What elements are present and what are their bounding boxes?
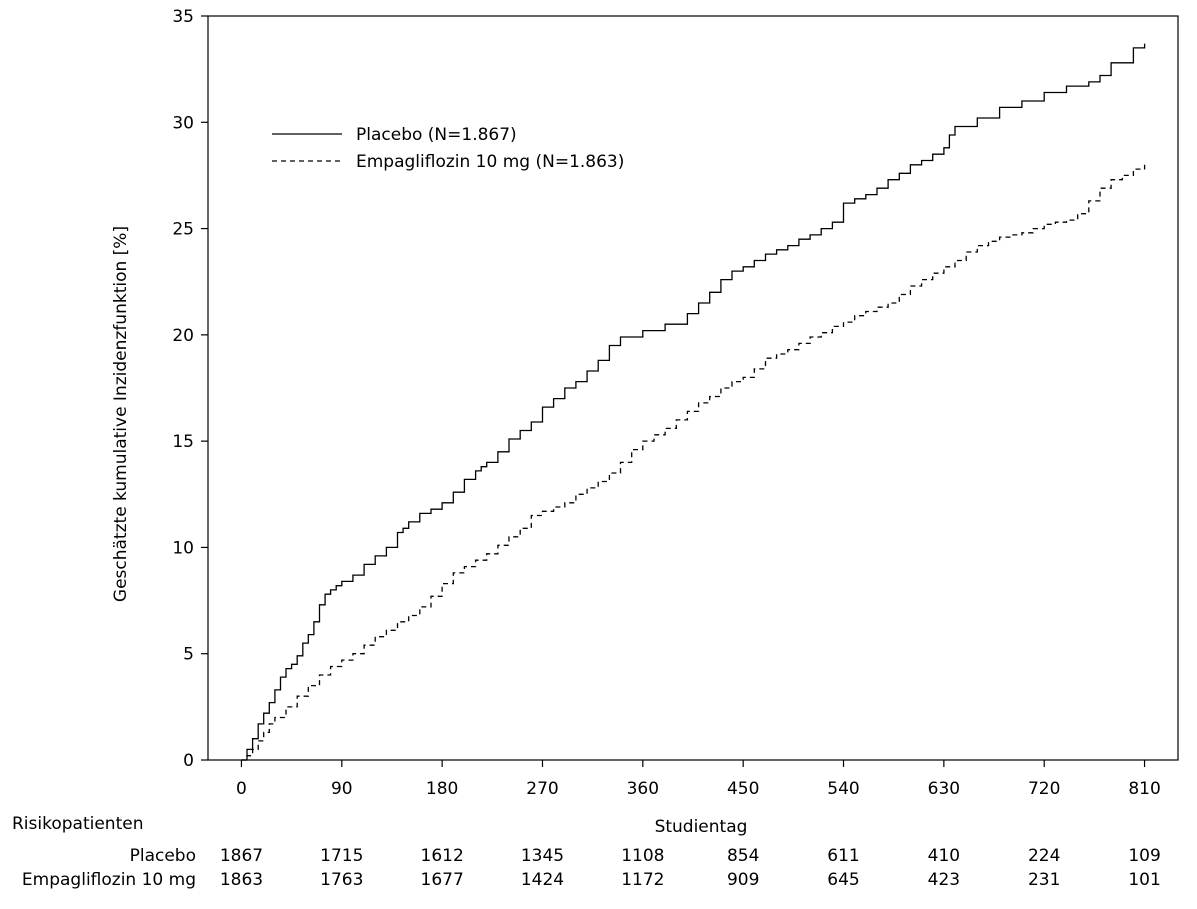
risk-cell: 1715: [320, 846, 363, 866]
y-axis-title: Geschätzte kumulative Inzidenzfunktion […: [111, 226, 131, 602]
risk-cell: 854: [727, 846, 759, 866]
y-tick-label: 15: [172, 432, 194, 452]
risk-cell: 1612: [421, 846, 464, 866]
risk-cell: 224: [1028, 846, 1060, 866]
risk-cell: 1108: [621, 846, 664, 866]
risk-cell: 1345: [521, 846, 564, 866]
y-tick-label: 5: [183, 645, 194, 665]
risk-cell: 423: [928, 870, 960, 890]
risk-cell: 611: [827, 846, 859, 866]
risk-cell: 1863: [220, 870, 263, 890]
x-tick-label: 540: [827, 779, 859, 799]
plot-frame: [207, 15, 1179, 761]
x-tick-label: 450: [727, 779, 759, 799]
y-tick-label: 35: [172, 7, 194, 27]
series-layer: [241, 43, 1146, 761]
risk-cell: 101: [1128, 870, 1160, 890]
y-tick-label: 25: [172, 220, 194, 240]
risk-cell: 109: [1128, 846, 1160, 866]
y-tick-label: 10: [172, 538, 194, 558]
x-tick-label: 180: [426, 779, 458, 799]
y-axis: 0 5 10 15 20 25 30 35: [172, 7, 208, 771]
series-line-empagliflozin: [241, 164, 1146, 761]
risk-cell: 909: [727, 870, 759, 890]
series-line-placebo: [241, 43, 1146, 761]
legend: Placebo (N=1.867) Empagliflozin 10 mg (N=…: [272, 125, 624, 172]
risk-table-title: Risikopatienten: [12, 814, 143, 834]
risk-table: Placebo 1867 1715 1612 1345 1108 854 611 410 224 1…: [22, 846, 1161, 890]
risk-cell: 1763: [320, 870, 363, 890]
x-tick-label: 0: [236, 779, 247, 799]
risk-cell: 410: [928, 846, 960, 866]
x-tick-label: 630: [928, 779, 960, 799]
risk-cell: 1677: [421, 870, 464, 890]
legend-label: Placebo (N=1.867): [356, 125, 517, 145]
risk-cell: 645: [827, 870, 859, 890]
x-tick-label: 360: [627, 779, 659, 799]
x-axis-title: Studientag: [655, 817, 748, 837]
x-tick-label: 810: [1128, 779, 1160, 799]
y-tick-label: 20: [172, 326, 194, 346]
y-tick-label: 0: [183, 751, 194, 771]
y-tick-label: 30: [172, 113, 194, 133]
x-axis: 0 90 180 270 360 450 540 630 720 810: [236, 760, 1161, 799]
risk-cell: 231: [1028, 870, 1060, 890]
risk-row-label: Placebo: [130, 846, 196, 866]
risk-row-label: Empagliflozin 10 mg: [22, 870, 196, 890]
risk-cell: 1424: [521, 870, 564, 890]
x-tick-label: 270: [526, 779, 558, 799]
risk-cell: 1867: [220, 846, 263, 866]
legend-label: Empagliflozin 10 mg (N=1.863): [356, 152, 624, 172]
risk-cell: 1172: [621, 870, 664, 890]
x-tick-label: 90: [331, 779, 353, 799]
x-tick-label: 720: [1028, 779, 1060, 799]
